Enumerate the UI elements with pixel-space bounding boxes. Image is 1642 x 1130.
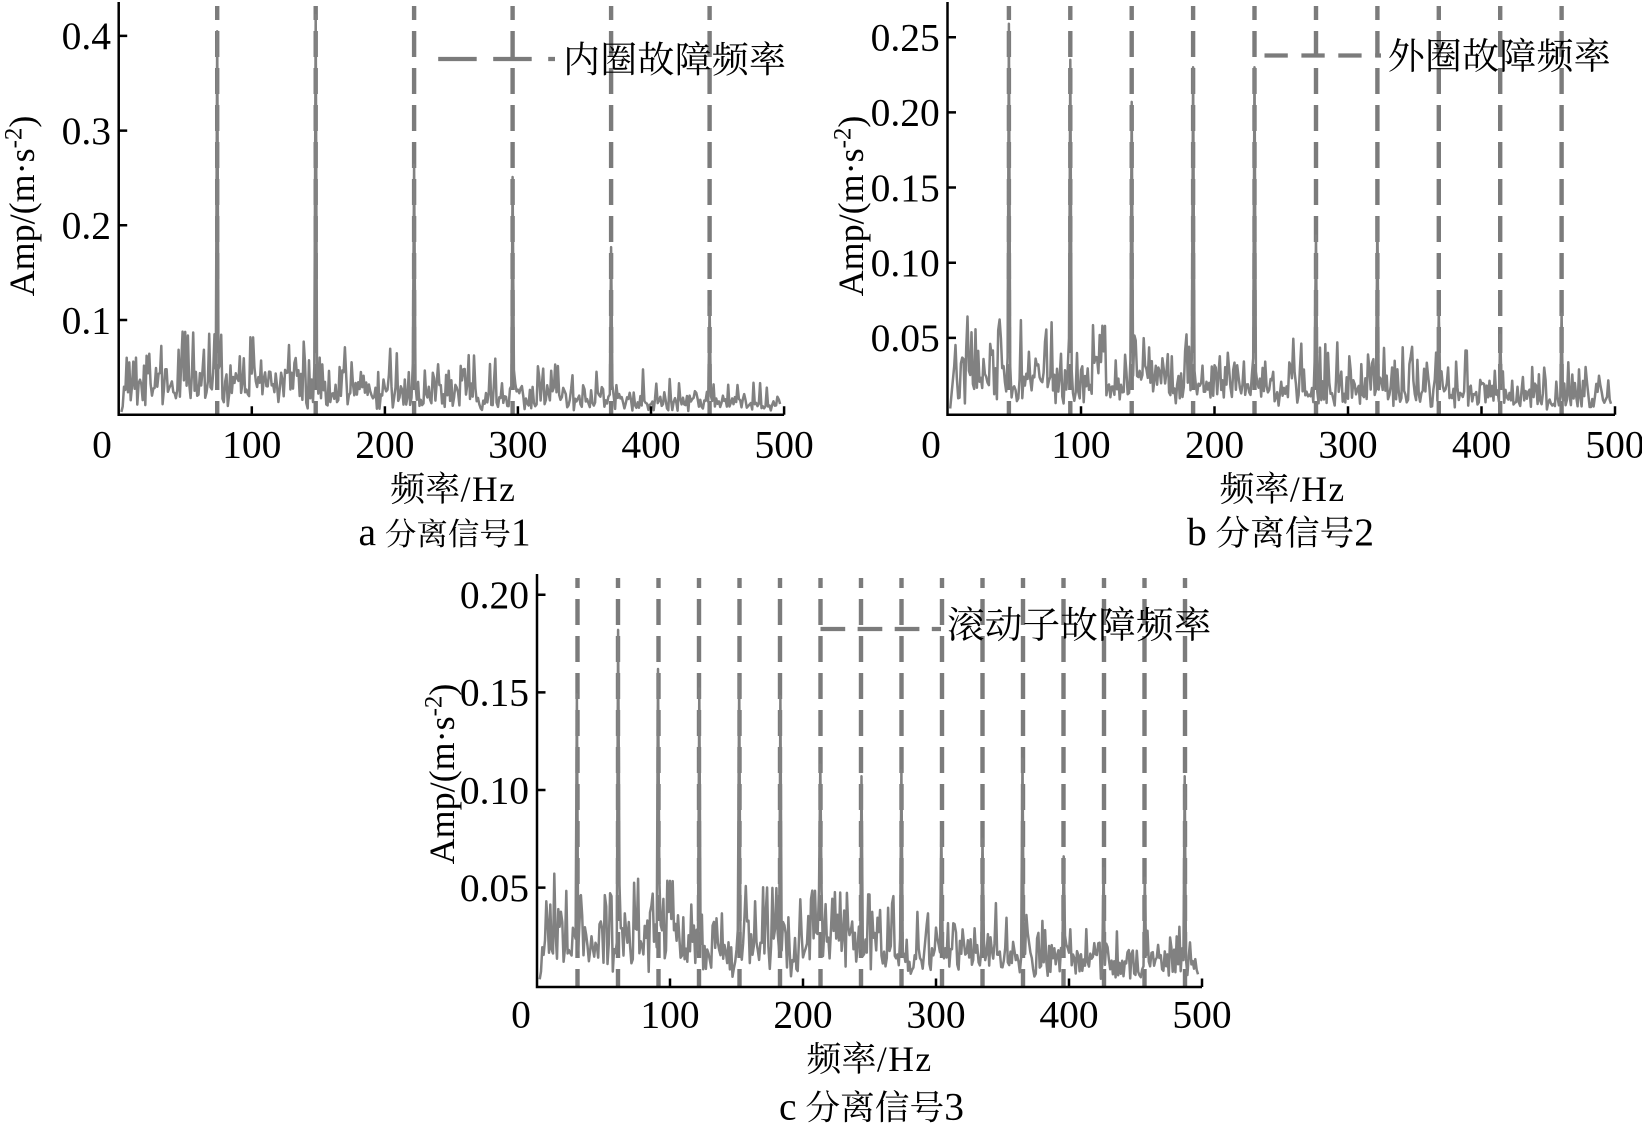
svg-text:0.05: 0.05	[871, 316, 940, 360]
svg-text:0.20: 0.20	[460, 573, 529, 617]
svg-text:500: 500	[1172, 993, 1231, 1037]
svg-text:0.15: 0.15	[871, 166, 940, 210]
svg-text:300: 300	[1318, 423, 1377, 467]
svg-text:500: 500	[1585, 423, 1642, 467]
svg-text:200: 200	[773, 993, 832, 1037]
svg-text:0: 0	[921, 423, 941, 467]
svg-text:100: 100	[640, 993, 699, 1037]
svg-text:1: 1	[511, 510, 531, 554]
svg-text:0: 0	[92, 423, 112, 467]
svg-text:0.15: 0.15	[460, 671, 529, 715]
svg-text:0.10: 0.10	[460, 768, 529, 812]
svg-text:b: b	[1187, 510, 1207, 554]
svg-text:/Hz: /Hz	[1290, 469, 1346, 509]
svg-text:0.4: 0.4	[62, 14, 112, 58]
svg-text:300: 300	[488, 423, 547, 467]
svg-text:3: 3	[944, 1085, 964, 1129]
svg-text:0.2: 0.2	[62, 204, 111, 248]
svg-text:/Hz: /Hz	[461, 469, 517, 509]
svg-text:/Hz: /Hz	[877, 1039, 933, 1079]
svg-text:400: 400	[1039, 993, 1098, 1037]
svg-text:a: a	[359, 510, 377, 554]
svg-text:400: 400	[621, 423, 680, 467]
svg-text:0.10: 0.10	[871, 241, 940, 285]
svg-text:2: 2	[1354, 510, 1374, 554]
svg-text:c: c	[779, 1085, 797, 1129]
svg-text:100: 100	[222, 423, 281, 467]
svg-text:0: 0	[511, 993, 531, 1037]
svg-text:0.3: 0.3	[62, 109, 111, 153]
svg-text:0.25: 0.25	[871, 16, 940, 60]
svg-text:0.1: 0.1	[62, 298, 111, 342]
svg-text:200: 200	[355, 423, 414, 467]
svg-text:300: 300	[906, 993, 965, 1037]
svg-text:500: 500	[754, 423, 813, 467]
svg-text:0.20: 0.20	[871, 91, 940, 135]
svg-text:100: 100	[1051, 423, 1110, 467]
svg-text:0.05: 0.05	[460, 866, 529, 910]
svg-text:400: 400	[1452, 423, 1511, 467]
svg-text:200: 200	[1185, 423, 1244, 467]
